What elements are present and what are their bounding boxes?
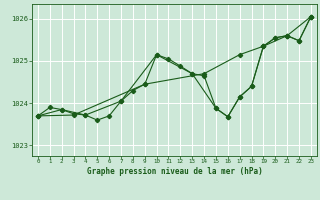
X-axis label: Graphe pression niveau de la mer (hPa): Graphe pression niveau de la mer (hPa) [86,167,262,176]
